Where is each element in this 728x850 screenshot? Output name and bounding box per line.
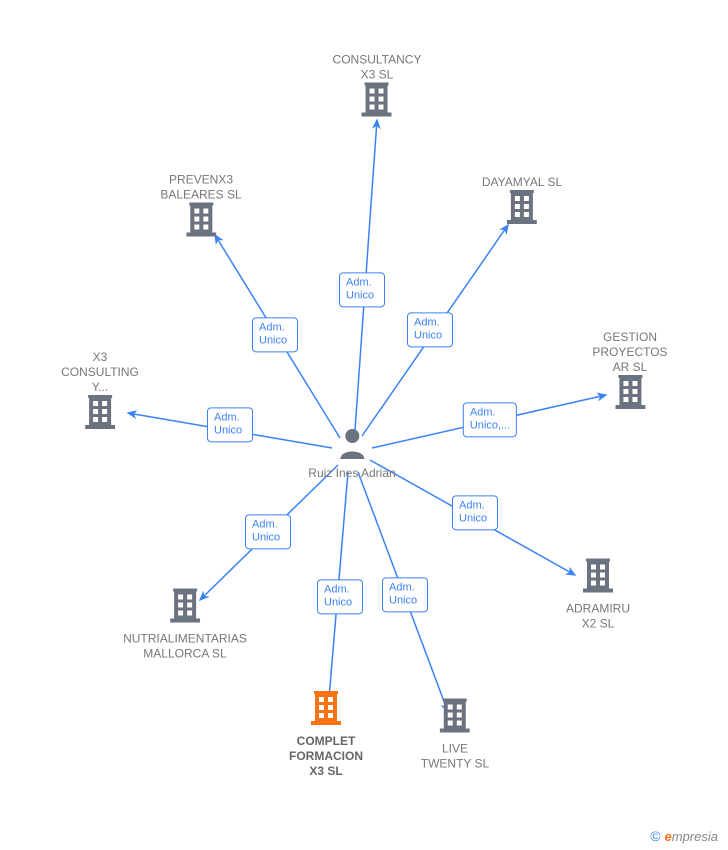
edge-label: Adm. Unico [407, 312, 453, 347]
center-label: Ruiz Ines Adrian [308, 466, 395, 481]
edge-label: Adm. Unico,... [463, 402, 517, 437]
copyright-symbol: © [650, 828, 660, 844]
diagram-canvas [0, 0, 728, 850]
copyright-brand: empresia [665, 829, 718, 844]
edge-label: Adm. Unico [382, 577, 428, 612]
edge-label: Adm. Unico [245, 514, 291, 549]
edge-label: Adm. Unico [452, 495, 498, 530]
edge-label: Adm. Unico [339, 272, 385, 307]
edge-label: Adm. Unico [252, 317, 298, 352]
center-person-node[interactable]: Ruiz Ines Adrian [308, 427, 395, 481]
edge-label: Adm. Unico [317, 579, 363, 614]
person-icon [337, 427, 367, 459]
edge-label: Adm. Unico [207, 407, 253, 442]
copyright: © empresia [650, 828, 718, 844]
